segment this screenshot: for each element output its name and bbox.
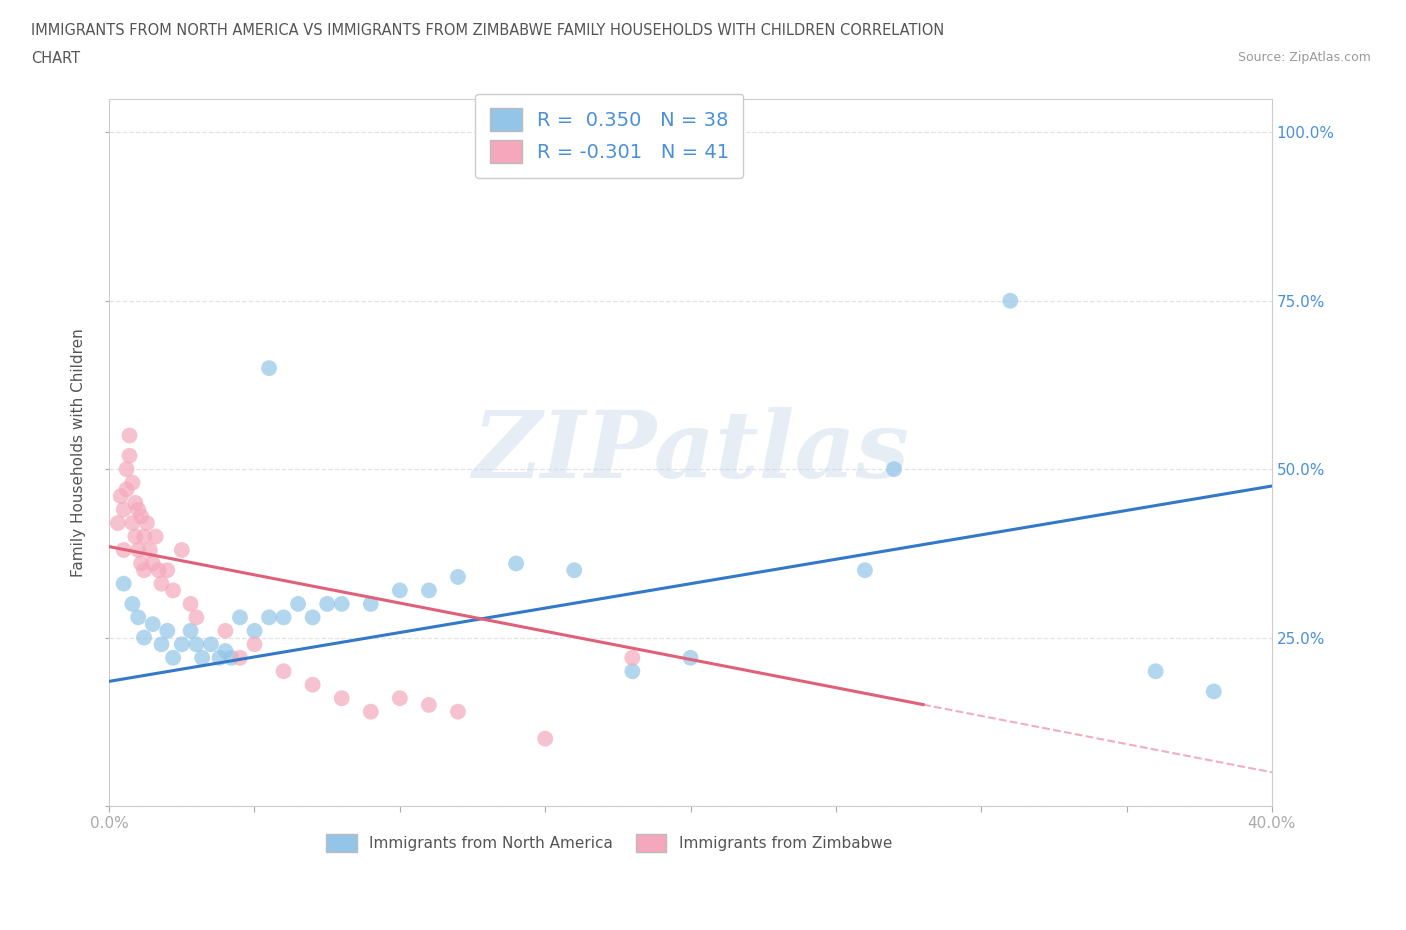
Point: [129, 556, 152, 571]
Point: [150, 637, 173, 652]
Point: [115, 482, 138, 497]
Point: [129, 509, 152, 524]
Point: [243, 623, 266, 638]
Point: [170, 637, 193, 652]
Point: [505, 556, 527, 571]
Point: [156, 563, 179, 578]
Point: [1000, 293, 1022, 308]
Point: [124, 529, 146, 544]
Point: [534, 731, 557, 746]
Point: [273, 664, 295, 679]
Point: [115, 461, 138, 476]
Point: [214, 644, 236, 658]
Point: [110, 488, 132, 503]
Point: [162, 650, 184, 665]
Point: [186, 610, 208, 625]
Point: [1144, 664, 1167, 679]
Point: [330, 596, 353, 611]
Text: IMMIGRANTS FROM NORTH AMERICA VS IMMIGRANTS FROM ZIMBABWE FAMILY HOUSEHOLDS WITH: IMMIGRANTS FROM NORTH AMERICA VS IMMIGRA…: [31, 23, 945, 38]
Point: [139, 542, 162, 557]
Point: [118, 428, 141, 443]
Point: [112, 542, 135, 557]
Point: [447, 569, 470, 584]
Text: Source: ZipAtlas.com: Source: ZipAtlas.com: [1237, 51, 1371, 64]
Point: [162, 583, 184, 598]
Point: [229, 610, 252, 625]
Point: [180, 623, 202, 638]
Point: [883, 461, 905, 476]
Point: [208, 650, 231, 665]
Point: [121, 596, 143, 611]
Text: ZIPatlas: ZIPatlas: [472, 407, 910, 498]
Point: [180, 596, 202, 611]
Point: [330, 691, 353, 706]
Point: [257, 610, 280, 625]
Point: [360, 704, 382, 719]
Point: [301, 610, 323, 625]
Point: [301, 677, 323, 692]
Point: [214, 623, 236, 638]
Point: [360, 596, 382, 611]
Point: [853, 563, 876, 578]
Point: [136, 515, 159, 530]
Point: [257, 361, 280, 376]
Point: [127, 502, 149, 517]
Point: [191, 650, 214, 665]
Point: [112, 502, 135, 517]
Point: [229, 650, 252, 665]
Point: [287, 596, 309, 611]
Point: [145, 529, 167, 544]
Text: CHART: CHART: [31, 51, 80, 66]
Point: [200, 637, 222, 652]
Point: [124, 496, 146, 511]
Legend: Immigrants from North America, Immigrants from Zimbabwe: Immigrants from North America, Immigrant…: [321, 828, 898, 858]
Point: [388, 583, 411, 598]
Point: [132, 529, 155, 544]
Point: [150, 577, 173, 591]
Point: [388, 691, 411, 706]
Point: [132, 631, 155, 645]
Point: [121, 475, 143, 490]
Point: [316, 596, 339, 611]
Point: [219, 650, 242, 665]
Point: [562, 563, 585, 578]
Point: [132, 563, 155, 578]
Point: [142, 556, 165, 571]
Point: [418, 583, 440, 598]
Point: [170, 542, 193, 557]
Point: [418, 698, 440, 712]
Point: [107, 515, 129, 530]
Point: [679, 650, 702, 665]
Point: [186, 637, 208, 652]
Point: [447, 704, 470, 719]
Point: [118, 448, 141, 463]
Point: [142, 617, 165, 631]
Point: [621, 650, 644, 665]
Point: [621, 664, 644, 679]
Point: [127, 542, 149, 557]
Point: [243, 637, 266, 652]
Point: [1202, 684, 1225, 699]
Point: [112, 577, 135, 591]
Point: [156, 623, 179, 638]
Y-axis label: Family Households with Children: Family Households with Children: [72, 328, 86, 577]
Point: [148, 563, 170, 578]
Point: [121, 515, 143, 530]
Point: [127, 610, 149, 625]
Point: [273, 610, 295, 625]
